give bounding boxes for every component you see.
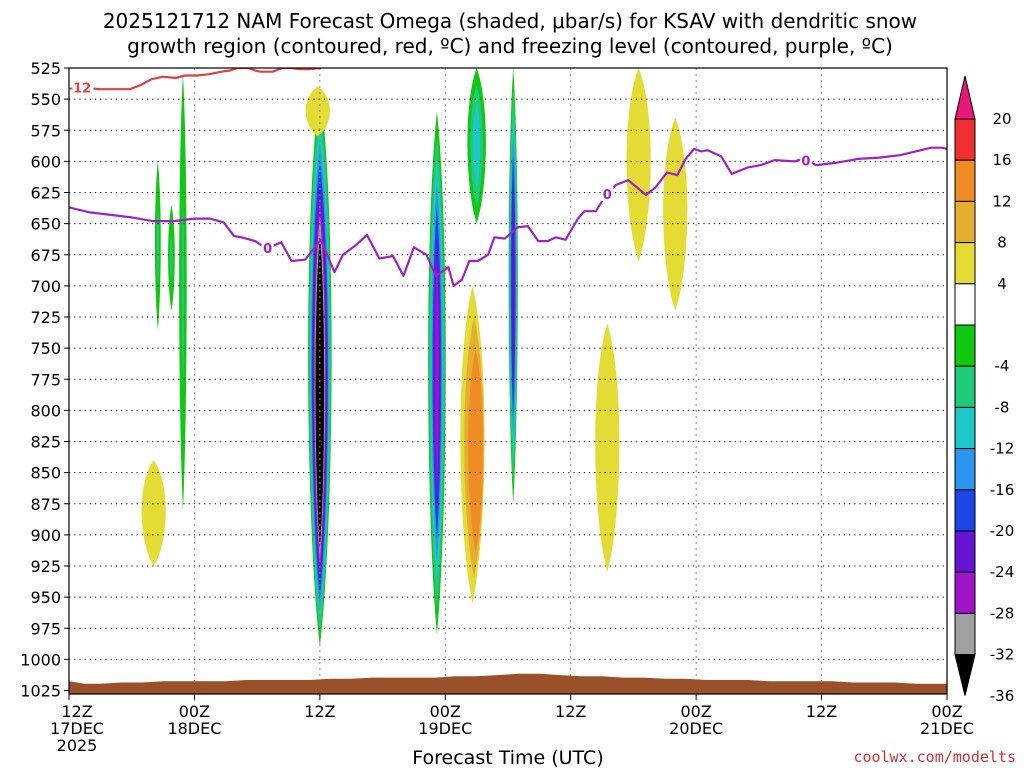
y-tick-label-775: 775 — [30, 370, 61, 389]
y-tick-label-975: 975 — [30, 619, 61, 638]
y-tick-label-525: 525 — [30, 59, 61, 78]
colorbar-bin-7 — [954, 365, 976, 408]
x-axis-label: Forecast Time (UTC) — [412, 747, 603, 768]
colorbar-bin-10 — [954, 489, 976, 532]
contour-label-bg-0-2 — [799, 153, 812, 168]
y-tick-label-1000: 1000 — [20, 650, 61, 669]
contour-label-bg-1-0 — [69, 80, 94, 95]
omega-positive-3-4 — [595, 323, 620, 573]
colorbar-label-11: -28 — [990, 604, 1015, 622]
omega-positive-0-4 — [141, 460, 166, 566]
y-tick-label-850: 850 — [30, 464, 61, 483]
colorbar-cap-bottom — [954, 654, 976, 696]
x-tick-label-3-1: 00Z — [430, 702, 461, 721]
colorbar-bin-8 — [954, 406, 976, 450]
x-tick-label-2-1: 12Z — [304, 702, 335, 721]
x-tick-label-3-2: 19DEC — [418, 719, 472, 738]
colorbar-label-13: -36 — [990, 687, 1015, 705]
colorbar-bin-9 — [954, 448, 976, 491]
x-tick-label-0-1: 12Z — [61, 702, 92, 721]
contour-label-bg-0-0 — [261, 241, 274, 256]
omega-contour-3-36 — [315, 234, 325, 549]
watermark: coolwx.com/modelts — [853, 748, 1016, 766]
colorbar-label-5: -4 — [995, 357, 1010, 375]
x-tick-label-6-1: 12Z — [806, 702, 837, 721]
colorbar-label-7: -12 — [990, 440, 1015, 458]
colorbar-bin-13 — [954, 612, 976, 656]
surface-ground — [69, 673, 947, 694]
colorbar-bin-2 — [954, 159, 976, 202]
y-tick-label-925: 925 — [30, 557, 61, 576]
y-tick-label-800: 800 — [30, 401, 61, 420]
omega-contour-2-8 — [181, 194, 185, 391]
y-axis: 525 550 575 600 625 650 675 700 725 750 775 800 825 8… — [20, 59, 69, 701]
x-tick-label-0-2: 17DEC — [50, 719, 104, 738]
y-tick-label-1025: 1025 — [20, 682, 61, 701]
chart-title-line-2: growth region (contoured, red, ºC) and f… — [127, 34, 893, 58]
y-tick-label-625: 625 — [30, 184, 61, 203]
dendritic-growth-line — [69, 68, 322, 91]
colorbar-label-3: 8 — [997, 234, 1007, 252]
colorbar-bin-4 — [954, 242, 976, 285]
x-tick-label-7-2: 21DEC — [920, 719, 974, 738]
colorbar-cap-top — [954, 75, 976, 120]
contour-label-0-0: 0 — [263, 242, 272, 257]
omega-positive-4-4 — [626, 68, 651, 261]
colorbar-label-2: 12 — [992, 192, 1011, 210]
x-tick-label-5-2: 20DEC — [669, 719, 723, 738]
colorbar-label-1: 16 — [992, 151, 1011, 169]
x-tick-label-4-1: 12Z — [555, 702, 586, 721]
contour-label-1-0: -12 — [68, 82, 92, 97]
x-tick-label-1-2: 18DEC — [167, 719, 221, 738]
y-tick-label-700: 700 — [30, 277, 61, 296]
contour-label-0-1: 0 — [603, 188, 612, 203]
colorbar-bin-1 — [954, 118, 976, 161]
y-tick-label-675: 675 — [30, 246, 61, 265]
y-tick-label-650: 650 — [30, 215, 61, 234]
plot-background — [69, 68, 947, 694]
contour-label-bg-0-1 — [601, 186, 614, 201]
plot-frame — [68, 67, 948, 695]
colorbar-label-12: -32 — [990, 646, 1015, 664]
y-tick-label-600: 600 — [30, 152, 61, 171]
y-tick-label-875: 875 — [30, 495, 61, 514]
omega-positive-2-12 — [468, 349, 484, 553]
contour-lines: 0 0 0 -12 — [68, 68, 947, 694]
colorbar-label-10: -24 — [990, 563, 1015, 581]
x-tick-label-0-3: 2025 — [57, 736, 98, 755]
colorbar-label-0: 20 — [992, 110, 1011, 128]
colorbar-label-6: -8 — [995, 398, 1010, 416]
y-tick-label-750: 750 — [30, 339, 61, 358]
contour-label-0-2: 0 — [801, 154, 810, 169]
y-tick-label-950: 950 — [30, 588, 61, 607]
y-tick-label-550: 550 — [30, 90, 61, 109]
chart-title-line-1: 2025121712 NAM Forecast Omega (shaded, μ… — [103, 9, 917, 33]
omega-contour-0-8 — [156, 207, 160, 284]
colorbar-label-4: 4 — [997, 275, 1007, 293]
grid-lines — [69, 68, 947, 694]
y-tick-label-825: 825 — [30, 433, 61, 452]
y-tick-label-900: 900 — [30, 526, 61, 545]
colorbar-label-8: -16 — [990, 481, 1015, 499]
colorbar-bin-3 — [954, 200, 976, 244]
colorbar-bin-6 — [954, 324, 976, 367]
colorbar-bin-5 — [954, 283, 976, 326]
omega-contour-5-12 — [473, 102, 481, 190]
omega-contour-4-28 — [434, 255, 439, 491]
y-tick-label-575: 575 — [30, 121, 61, 140]
colorbar-bin-11 — [954, 530, 976, 573]
x-tick-label-7-1: 00Z — [931, 702, 962, 721]
colorbar-label-9: -20 — [990, 522, 1015, 540]
colorbar-bin-12 — [954, 571, 976, 614]
y-tick-label-725: 725 — [30, 308, 61, 327]
colorbar: 20 16 12 8 4 -4 -8 -12 -16 -20 -24 -28 -32 -36 — [954, 75, 1015, 705]
x-tick-label-5-1: 00Z — [680, 702, 711, 721]
omega-contour-1-8 — [170, 234, 173, 282]
x-tick-label-1-1: 00Z — [179, 702, 210, 721]
